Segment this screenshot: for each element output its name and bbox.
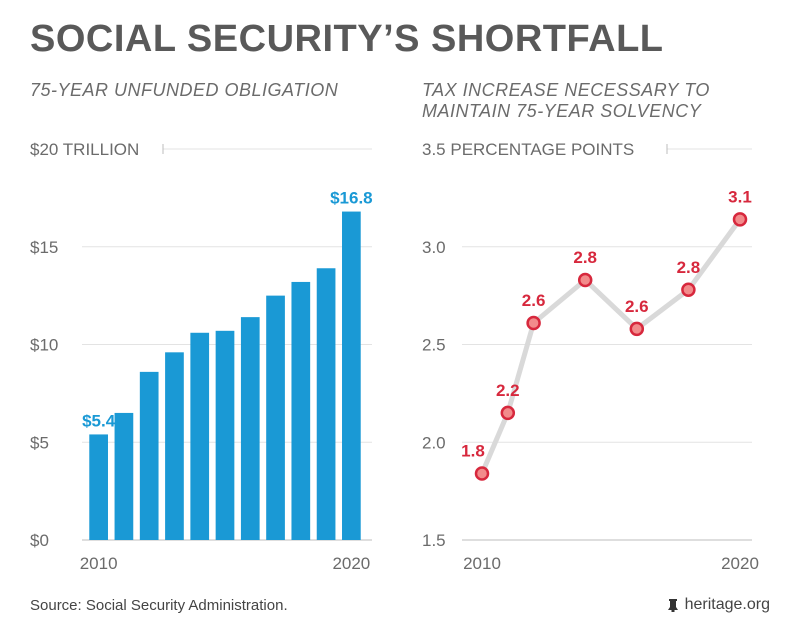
bar: [165, 352, 184, 540]
brand[interactable]: heritage.org: [667, 596, 770, 614]
bar: [316, 268, 336, 540]
point-data-label: 3.1: [728, 187, 752, 206]
bar: [342, 211, 361, 540]
right-y-tick-label: 3.0: [422, 238, 446, 257]
left-y-tick-label: $0: [30, 531, 49, 550]
bar: [139, 371, 159, 540]
data-point: [474, 466, 490, 481]
left-y-tick-label: $15: [30, 238, 58, 257]
left-y-tick-label: $10: [30, 336, 58, 355]
data-point: [500, 405, 516, 421]
point-data-label: 2.8: [677, 258, 701, 277]
bell-icon: [667, 598, 679, 612]
right-chart-subtitle: TAX INCREASE NECESSARY TO MAINTAIN 75-YE…: [422, 80, 710, 121]
data-point: [681, 282, 696, 298]
bar: [89, 434, 108, 540]
bar-data-label: $5.4: [82, 411, 116, 430]
left-y-tick-label: $20 TRILLION: [30, 140, 139, 159]
right-y-tick-label: 3.5 PERCENTAGE POINTS: [422, 140, 634, 159]
bar: [291, 281, 311, 540]
left-chart-subtitle: 75-YEAR UNFUNDED OBLIGATION: [30, 80, 339, 100]
right-x-tick-label: 2020: [721, 554, 759, 573]
point-data-label: 2.6: [522, 291, 546, 310]
data-point: [577, 272, 593, 288]
bar: [114, 412, 134, 540]
brand-text: heritage.org: [684, 596, 770, 613]
right-y-tick-label: 1.5: [422, 531, 446, 550]
page-title: SOCIAL SECURITY’S SHORTFALL: [30, 18, 664, 60]
bar: [240, 317, 260, 540]
left-y-tick-label: $5: [30, 433, 49, 452]
right-y-tick-label: 2.5: [422, 336, 446, 355]
bar-data-label: $16.8: [330, 189, 373, 208]
data-point: [526, 315, 541, 331]
right-y-tick-label: 2.0: [422, 433, 446, 452]
point-data-label: 2.6: [625, 297, 649, 316]
point-data-label: 2.8: [573, 248, 597, 267]
source-note: Source: Social Security Administration.: [30, 597, 288, 614]
point-data-label: 1.8: [461, 442, 485, 461]
bar: [215, 330, 235, 540]
bar: [190, 332, 210, 540]
right-x-tick-label: 2010: [463, 554, 501, 573]
left-x-tick-label: 2020: [332, 554, 370, 573]
left-x-tick-label: 2010: [80, 554, 118, 573]
bar: [266, 295, 285, 540]
data-point: [629, 321, 645, 337]
point-data-label: 2.2: [496, 381, 520, 400]
data-point: [732, 212, 748, 227]
series-line: [479, 216, 743, 477]
